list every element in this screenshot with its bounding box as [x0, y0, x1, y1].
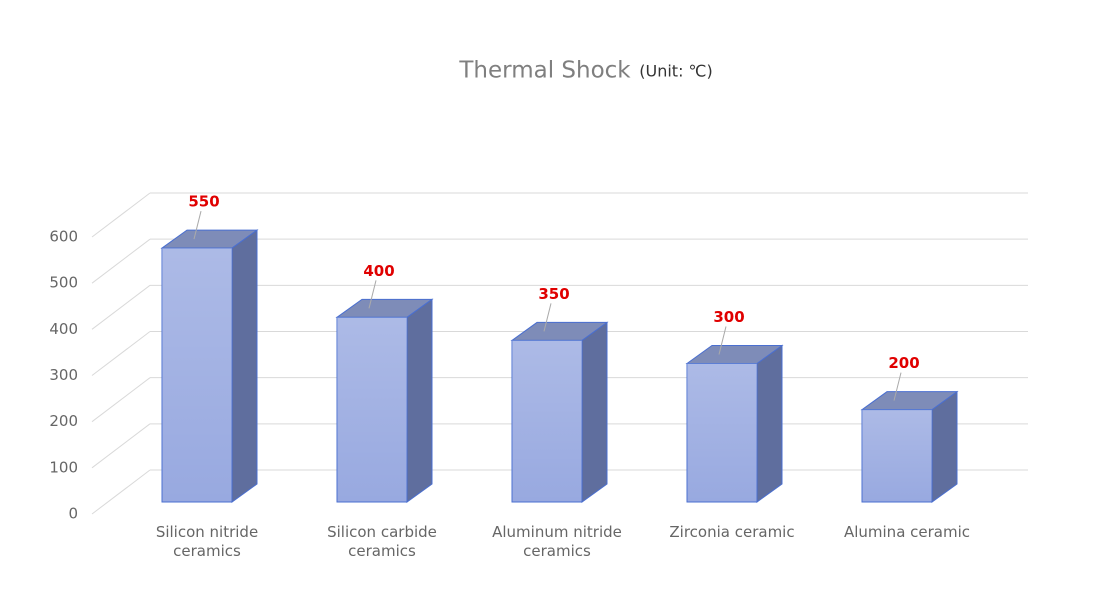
y-tick-label: 0: [68, 505, 78, 523]
bar-front-shade: [337, 317, 407, 502]
leader-line: [718, 326, 727, 355]
y-tick-label: 500: [49, 274, 78, 292]
bar-front-shade: [862, 409, 932, 502]
y-tick-label: 600: [49, 228, 78, 246]
leader-line: [193, 210, 202, 240]
bar: [860, 390, 959, 503]
chart-subtitle: (Unit: ℃): [639, 62, 713, 81]
bar-front-shade: [687, 363, 757, 502]
data-label: 350: [538, 285, 569, 303]
data-label: 200: [888, 354, 919, 372]
bar-side: [406, 298, 433, 503]
bar: [160, 229, 259, 503]
y-tick-label: 300: [49, 366, 78, 384]
y-tick-label: 400: [49, 320, 78, 338]
bar: [685, 344, 784, 503]
x-tick-label: Silicon nitride ceramics: [155, 523, 259, 560]
grid-line-diagonal: [91, 331, 151, 376]
x-tick-label: Aluminum nitride ceramics: [492, 523, 622, 560]
bar: [335, 298, 434, 503]
data-label: 550: [188, 193, 219, 211]
bar-side: [231, 229, 258, 503]
leader-line: [893, 372, 902, 401]
grid-line-diagonal: [91, 192, 151, 238]
x-tick-label: Silicon carbide ceramics: [327, 523, 437, 560]
grid-line-diagonal: [91, 469, 151, 515]
chart-title: Thermal Shock: [458, 58, 631, 84]
bar-side: [931, 390, 958, 503]
grid-line-diagonal: [91, 423, 151, 469]
bar-front-shade: [512, 340, 582, 502]
y-tick-label: 100: [49, 458, 78, 476]
bar-side: [581, 321, 608, 503]
grid-line-diagonal: [91, 284, 151, 330]
bar: [510, 321, 609, 503]
y-tick-label: 200: [49, 412, 78, 430]
data-label: 400: [363, 262, 394, 280]
bar-front-shade: [162, 248, 232, 502]
grid-line-diagonal: [91, 238, 151, 284]
leader-line: [368, 280, 377, 309]
x-tick-label: Zirconia ceramic: [669, 523, 795, 541]
x-tick-label: Alumina ceramic: [843, 523, 971, 541]
bar-side: [756, 344, 783, 503]
grid-line-diagonal: [91, 377, 151, 423]
leader-line: [543, 303, 552, 332]
data-label: 300: [713, 308, 744, 326]
